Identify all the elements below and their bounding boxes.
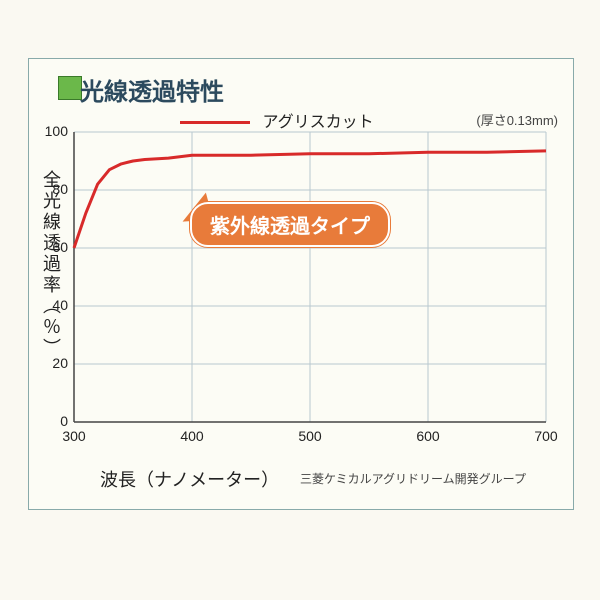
chart-svg (40, 110, 560, 450)
chart-plot: 020406080100300400500600700 (40, 110, 560, 490)
x-tick: 300 (54, 428, 94, 444)
chart-title: 光線透過特性 (80, 72, 224, 107)
callout-badge: 紫外線透過タイプ (190, 202, 390, 247)
x-tick: 500 (290, 428, 330, 444)
y-tick: 100 (40, 123, 68, 139)
x-tick: 400 (172, 428, 212, 444)
title-bullet (58, 76, 82, 100)
y-tick: 80 (40, 181, 68, 197)
y-tick: 0 (40, 413, 68, 429)
x-tick: 600 (408, 428, 448, 444)
y-tick: 20 (40, 355, 68, 371)
y-tick: 40 (40, 297, 68, 313)
y-tick: 60 (40, 239, 68, 255)
x-tick: 700 (526, 428, 566, 444)
